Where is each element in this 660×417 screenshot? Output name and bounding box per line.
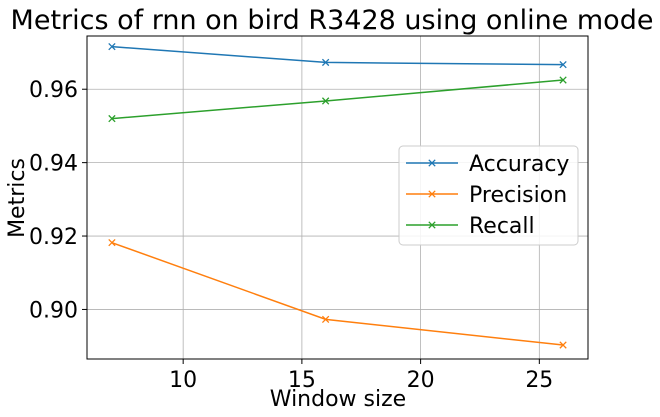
x-tick-label: 10 (169, 368, 197, 393)
legend-marker-precision (428, 190, 436, 198)
x-axis-title: Window size (270, 387, 406, 412)
legend: Accuracy Precision Recall (398, 145, 579, 246)
y-axis-title: Metrics (5, 158, 30, 238)
y-tick-label: 0.96 (29, 78, 78, 103)
y-tick-label: 0.92 (29, 225, 78, 250)
grid-lines (87, 36, 588, 359)
legend-label-recall: Recall (469, 214, 535, 239)
y-tick-label: 0.94 (29, 152, 78, 177)
x-tick-label: 25 (525, 368, 553, 393)
accuracy-data-point (321, 58, 330, 67)
accuracy-series-line (111, 45, 564, 66)
x-tick-label: 15 (288, 368, 316, 393)
x-axis-ticks: 10 15 20 25 (169, 359, 553, 393)
recall-series-line (111, 79, 564, 120)
recall-data-point (321, 97, 330, 105)
accuracy-data-point (559, 60, 567, 69)
recall-data-point (559, 76, 567, 84)
series-lines (108, 42, 567, 349)
precision-series-line (111, 241, 564, 346)
y-axis-ticks: 0.90 0.92 0.94 0.96 (29, 78, 87, 323)
legend-label-accuracy: Accuracy (469, 152, 569, 177)
x-tick-label: 20 (407, 368, 435, 393)
legend-marker-accuracy (428, 159, 436, 167)
chart-title: Metrics of rnn on bird R3428 using onlin… (11, 5, 654, 36)
legend-box (398, 145, 579, 246)
plot-frame (86, 35, 589, 360)
y-tick-label: 0.90 (29, 298, 78, 323)
legend-marker-recall (428, 221, 436, 229)
precision-data-point (321, 315, 330, 324)
precision-data-point (559, 341, 567, 349)
legend-label-precision: Precision (469, 183, 567, 208)
accuracy-data-point (108, 42, 116, 51)
precision-data-point (108, 238, 116, 247)
recall-data-point (108, 114, 116, 123)
